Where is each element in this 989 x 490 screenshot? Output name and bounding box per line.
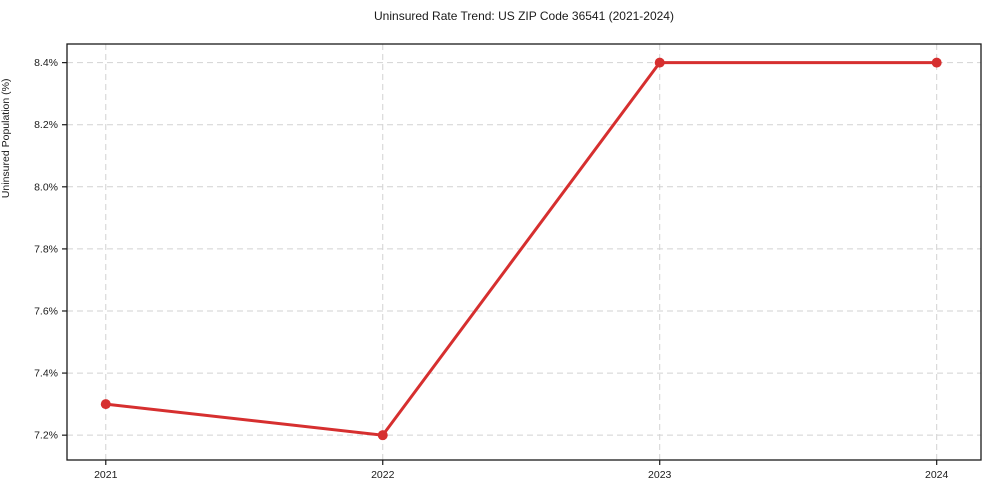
y-tick-label: 7.4%	[34, 368, 58, 380]
data-point	[931, 57, 942, 68]
y-tick-label: 8.2%	[34, 119, 58, 131]
data-point	[100, 399, 111, 410]
trend-line	[104, 61, 939, 437]
data-point	[377, 430, 388, 441]
y-tick-label: 8.0%	[34, 181, 58, 193]
chart-title: Uninsured Rate Trend: US ZIP Code 36541 …	[374, 9, 674, 23]
y-tick-label: 8.4%	[34, 57, 58, 69]
x-tick-label: 2022	[371, 469, 395, 481]
plot-border	[66, 43, 982, 461]
y-tick-label: 7.2%	[34, 430, 58, 442]
x-tick-label: 2024	[925, 469, 949, 481]
y-tick-label: 7.6%	[34, 305, 58, 317]
x-tick-label: 2023	[648, 469, 672, 481]
y-tick-label: 7.8%	[34, 243, 58, 255]
data-point	[654, 57, 665, 68]
x-tick-label: 2021	[94, 469, 118, 481]
